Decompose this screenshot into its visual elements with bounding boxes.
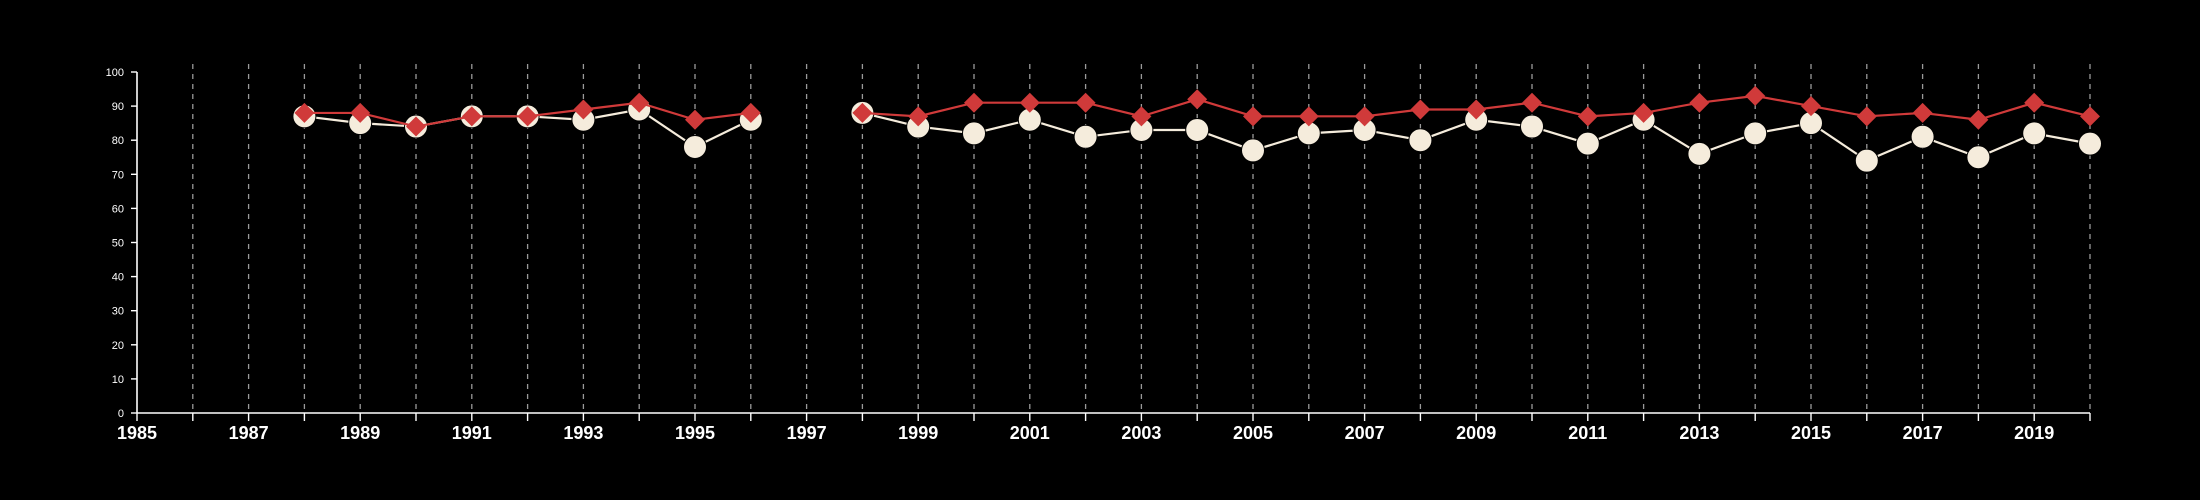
data-point xyxy=(1073,124,1098,149)
x-tick-label: 2015 xyxy=(1791,423,1831,443)
x-tick-label: 2003 xyxy=(1121,423,1161,443)
data-point xyxy=(1408,128,1433,153)
data-point xyxy=(683,135,707,160)
data-point xyxy=(1745,85,1766,106)
x-tick-label: 1993 xyxy=(563,423,603,443)
y-tick-label: 70 xyxy=(112,169,124,181)
y-tick-label: 60 xyxy=(112,203,124,215)
y-tick-label: 80 xyxy=(112,135,124,147)
x-tick-label: 1999 xyxy=(898,423,938,443)
data-point xyxy=(294,102,315,123)
y-tick-label: 100 xyxy=(106,67,124,79)
y-tick-label: 30 xyxy=(112,306,124,318)
data-point xyxy=(1968,109,1989,130)
y-axis-ticks: 0 10 20 30 40 50 60 70 80 90 100 xyxy=(106,67,137,420)
data-point xyxy=(1243,106,1263,127)
data-point xyxy=(1687,141,1712,166)
data-point xyxy=(1185,117,1210,142)
data-point xyxy=(2080,106,2100,127)
data-point xyxy=(2024,92,2045,113)
data-point xyxy=(573,99,594,120)
y-tick-label: 10 xyxy=(112,374,124,386)
x-tick-label: 2019 xyxy=(2014,423,2054,443)
y-tick-label: 50 xyxy=(112,238,124,250)
data-point xyxy=(1241,138,1265,163)
data-point xyxy=(852,102,873,123)
data-point xyxy=(629,92,650,113)
data-point xyxy=(461,106,482,127)
x-tick-label: 1989 xyxy=(340,423,380,443)
data-point xyxy=(685,109,705,130)
y-tick-label: 40 xyxy=(112,272,124,284)
grid-lines xyxy=(192,64,2091,413)
x-tick-label: 2001 xyxy=(1010,423,1050,443)
data-point xyxy=(517,106,538,127)
data-point xyxy=(1743,121,1768,146)
x-axis-ticks: 1985 1987 1989 1991 1993 1995 1997 1999 2001 2003… xyxy=(117,413,2091,443)
x-tick-label: 2011 xyxy=(1568,423,1607,443)
data-point xyxy=(964,92,984,113)
data-point xyxy=(1298,106,1319,127)
data-point xyxy=(1577,106,1598,127)
data-point xyxy=(350,102,371,123)
x-tick-label: 1995 xyxy=(675,423,715,443)
data-point xyxy=(1522,92,1542,113)
data-point xyxy=(962,121,986,146)
data-point xyxy=(1131,106,1152,127)
data-point xyxy=(1466,99,1487,120)
x-tick-label: 2005 xyxy=(1233,423,1273,443)
data-point xyxy=(1075,92,1096,113)
y-tick-label: 90 xyxy=(112,101,124,113)
x-tick-label: 1987 xyxy=(229,423,269,443)
x-tick-label: 2013 xyxy=(1679,423,1719,443)
data-point xyxy=(2078,131,2102,156)
data-point xyxy=(1801,96,1821,117)
x-tick-label: 1985 xyxy=(117,423,157,443)
x-tick-label: 1991 xyxy=(452,423,492,443)
data-point xyxy=(1520,114,1544,139)
data-point xyxy=(1966,145,1991,170)
y-tick-label: 20 xyxy=(112,340,124,352)
data-point xyxy=(1187,89,1208,110)
data-point xyxy=(1912,102,1933,123)
series-1 xyxy=(294,85,2100,137)
data-point xyxy=(1575,131,1600,156)
data-point xyxy=(740,102,761,123)
data-point xyxy=(2022,121,2047,146)
data-point xyxy=(1854,148,1879,173)
data-point xyxy=(1019,92,1040,113)
data-point xyxy=(406,116,426,137)
x-tick-label: 2017 xyxy=(1903,423,1943,443)
data-point xyxy=(1633,102,1654,123)
x-tick-label: 1997 xyxy=(787,423,827,443)
data-point xyxy=(1689,92,1710,113)
x-tick-label: 2009 xyxy=(1456,423,1496,443)
data-point xyxy=(1910,124,1935,149)
data-point xyxy=(908,106,929,127)
x-tick-label: 2007 xyxy=(1345,423,1385,443)
data-point xyxy=(1856,106,1877,127)
y-tick-label: 0 xyxy=(118,408,124,420)
data-point xyxy=(1410,99,1431,120)
data-point xyxy=(1354,106,1375,127)
